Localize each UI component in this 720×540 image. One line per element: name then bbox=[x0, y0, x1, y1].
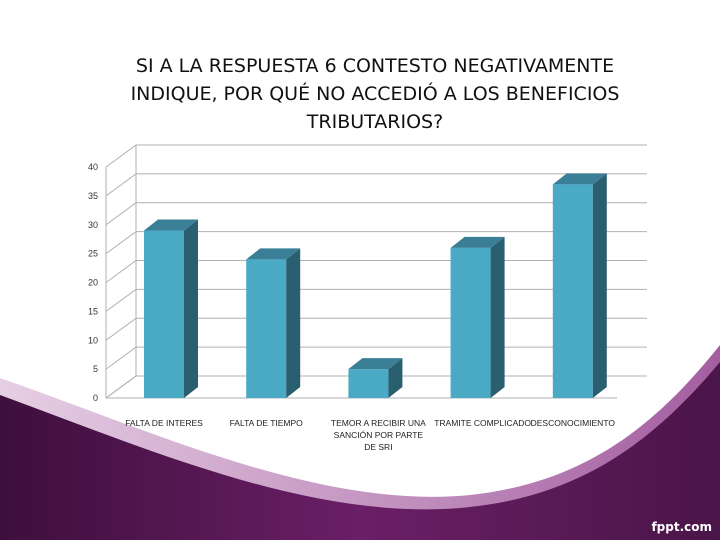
x-category-label: TEMOR A RECIBIR UNA bbox=[331, 418, 426, 428]
x-category-label: DESCONOCIMIENTO bbox=[531, 418, 616, 428]
plot-area: 0 5 10 15 20 25 30 35 40 FALTA DE INTERES FALTA DE… bbox=[88, 144, 647, 452]
y-tick-label: 35 bbox=[88, 191, 98, 201]
bar bbox=[348, 369, 389, 398]
gridline bbox=[105, 231, 647, 255]
bar bbox=[552, 184, 593, 398]
watermark-text: fppt.com bbox=[651, 520, 712, 534]
gridline bbox=[105, 144, 647, 168]
bar-top bbox=[246, 248, 301, 260]
bar bbox=[450, 247, 491, 398]
bar-side bbox=[490, 236, 505, 398]
x-category-label: FALTA DE TIEMPO bbox=[230, 418, 304, 428]
y-tick-label: 40 bbox=[88, 162, 98, 172]
bar-top bbox=[348, 358, 403, 370]
bar-top bbox=[450, 236, 505, 248]
bar-side bbox=[184, 219, 198, 398]
bar bbox=[246, 259, 287, 398]
x-category-label: DE SRI bbox=[364, 442, 392, 452]
x-category-label: FALTA DE INTERES bbox=[125, 418, 203, 428]
y-tick-label: 20 bbox=[88, 278, 98, 288]
bar-top bbox=[144, 219, 198, 231]
x-category-label: TRAMITE COMPLICADO bbox=[434, 418, 531, 428]
bar-side bbox=[286, 248, 301, 398]
gridline bbox=[105, 202, 647, 226]
x-category-label: SANCIÓN POR PARTE bbox=[334, 430, 424, 440]
chart-title: SI A LA RESPUESTA 6 CONTESTO NEGATIVAMEN… bbox=[130, 55, 620, 133]
y-tick-label: 5 bbox=[93, 364, 98, 374]
background-wave bbox=[0, 345, 720, 540]
y-tick-label: 0 bbox=[93, 393, 98, 403]
bar-side bbox=[592, 173, 607, 398]
y-tick-label: 30 bbox=[88, 220, 98, 230]
bar bbox=[144, 230, 184, 398]
y-tick-label: 10 bbox=[88, 335, 98, 345]
y-tick-label: 25 bbox=[88, 249, 98, 259]
bar-side bbox=[388, 358, 403, 398]
bar-top bbox=[552, 173, 607, 185]
y-tick-label: 15 bbox=[88, 306, 98, 316]
gridline bbox=[105, 173, 647, 197]
